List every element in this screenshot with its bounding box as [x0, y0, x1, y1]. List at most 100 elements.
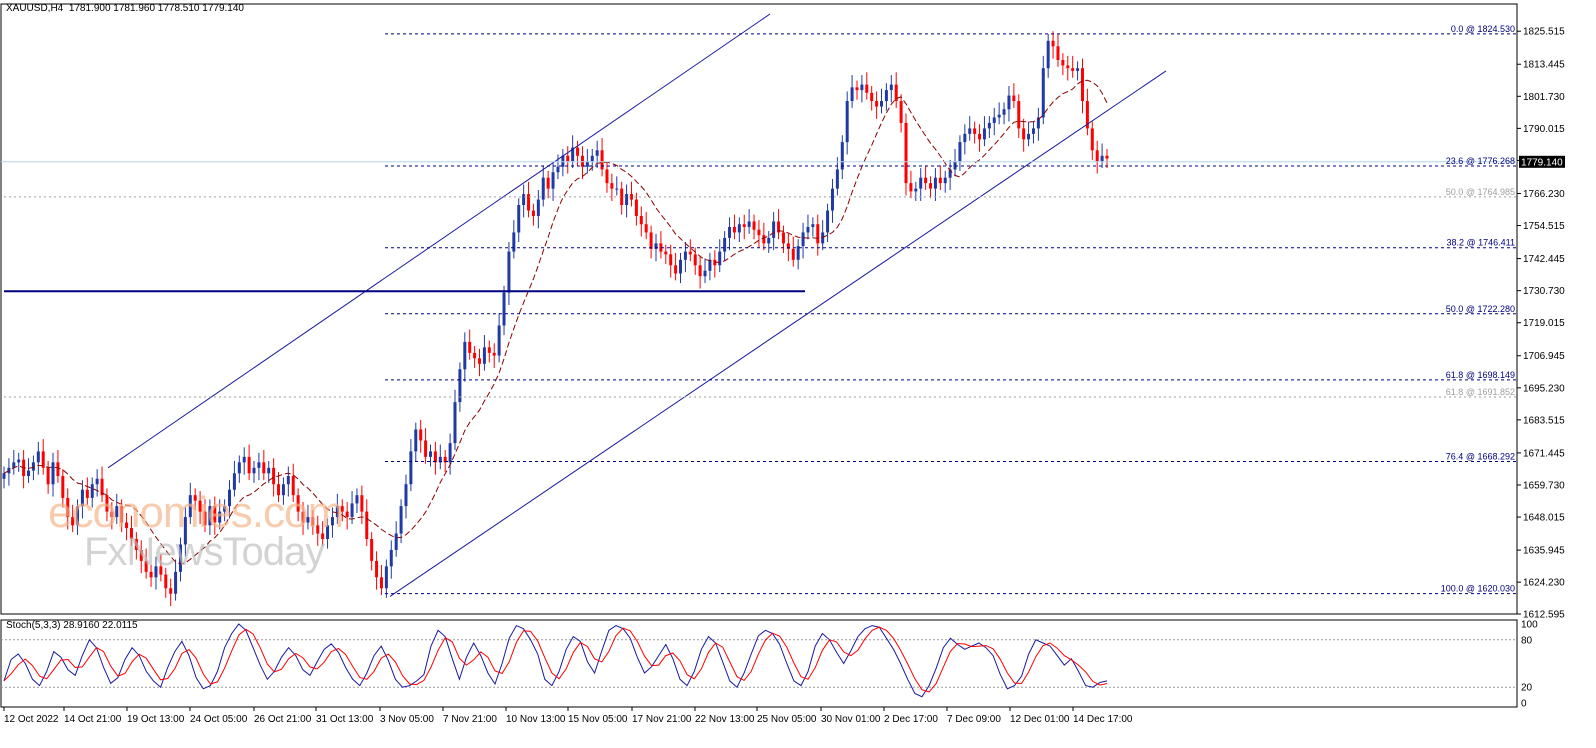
current-price-tag	[1519, 155, 1565, 168]
y-tick-label: 1659.730	[1523, 480, 1565, 491]
x-tick-label: 19 Oct 13:00	[127, 714, 185, 725]
candle-body	[909, 183, 913, 192]
candle-body	[296, 495, 300, 512]
candle-body	[31, 462, 35, 471]
candle-body	[478, 358, 482, 364]
candle-body	[595, 150, 599, 156]
candle-body	[698, 265, 702, 277]
symbol-label: XAUUSD,H4	[6, 3, 64, 14]
candle-body	[669, 254, 673, 266]
candle-body	[428, 451, 432, 457]
candle-body	[571, 147, 575, 162]
stoch-tick-label: 20	[1521, 683, 1533, 694]
candle-body	[1066, 65, 1070, 69]
candle-body	[242, 456, 246, 463]
chart-header: XAUUSD,H4 1781.900 1781.960 1778.510 177…	[6, 3, 244, 14]
candle-body	[747, 221, 751, 227]
candle-body	[757, 229, 761, 236]
candle-body	[213, 506, 217, 523]
candle-body	[144, 560, 148, 572]
candle-body	[732, 226, 736, 233]
candle-body	[365, 511, 369, 539]
candle-body	[326, 525, 330, 539]
candle-body	[914, 188, 918, 192]
candle-body	[71, 517, 75, 526]
x-tick-label: 3 Nov 05:00	[380, 714, 434, 725]
candle-body	[512, 232, 516, 252]
candle-body	[340, 506, 344, 512]
candle-body	[174, 571, 178, 594]
candle-body	[1022, 128, 1026, 140]
candle-body	[566, 155, 570, 162]
candle-body	[281, 484, 285, 496]
candle-body	[345, 511, 349, 518]
candle-body	[384, 566, 388, 589]
candle-body	[791, 248, 795, 260]
candle-body	[424, 440, 428, 457]
candle-body	[1027, 133, 1031, 140]
candle-body	[56, 462, 60, 477]
candle-body	[679, 259, 683, 274]
candle-body	[433, 451, 437, 463]
y-tick-label: 1648.015	[1523, 513, 1565, 524]
candle-body	[458, 369, 462, 403]
candle-body	[51, 462, 55, 485]
y-tick-label: 1719.015	[1523, 318, 1565, 329]
candle-body	[693, 254, 697, 266]
candle-body	[610, 183, 614, 189]
candle-body	[335, 506, 339, 518]
candle-body	[169, 588, 173, 594]
candle-body	[919, 177, 923, 189]
candle-body	[845, 101, 849, 143]
fib-level-label: 61.8 @ 1691.852	[1446, 387, 1515, 397]
candle-body	[1090, 128, 1094, 151]
candle-body	[889, 84, 893, 91]
candle-body	[987, 122, 991, 129]
candle-body	[1036, 117, 1040, 129]
candle-body	[330, 517, 334, 526]
candle-body	[394, 533, 398, 550]
x-tick-label: 7 Nov 21:00	[443, 714, 497, 725]
candle-body	[286, 476, 290, 485]
x-tick-label: 26 Oct 21:00	[254, 714, 312, 725]
candle-body	[208, 506, 212, 526]
candle-body	[576, 147, 580, 156]
candle-body	[139, 549, 143, 561]
fib-level-label: 50.0 @ 1722.280	[1446, 304, 1515, 314]
stoch-tick-label: 0	[1521, 699, 1527, 710]
candle-body	[203, 511, 207, 526]
candle-body	[943, 177, 947, 184]
candle-body	[522, 194, 526, 206]
candle-body	[399, 506, 403, 534]
candle-body	[453, 402, 457, 444]
y-tick-label: 1730.730	[1523, 286, 1565, 297]
candle-body	[409, 451, 413, 485]
y-tick-label: 1766.230	[1523, 189, 1565, 200]
candle-body	[188, 495, 192, 518]
candle-body	[473, 352, 477, 359]
y-tick-label: 1635.945	[1523, 546, 1565, 557]
candle-body	[620, 188, 624, 206]
candle-body	[850, 87, 854, 102]
candle-body	[953, 161, 957, 170]
candle-body	[66, 497, 70, 518]
candle-body	[786, 243, 790, 249]
candle-body	[154, 566, 158, 578]
candle-body	[683, 251, 687, 260]
y-tick-label: 1671.445	[1523, 448, 1565, 459]
candle-body	[531, 210, 535, 217]
candle-body	[443, 456, 447, 463]
candle-body	[321, 533, 325, 539]
channel-upper-line	[107, 13, 771, 469]
candle-body	[355, 495, 359, 504]
candle-body	[463, 341, 467, 370]
candle-body	[585, 161, 589, 167]
candle-body	[502, 292, 506, 326]
candle-body	[703, 270, 707, 277]
candle-body	[1002, 109, 1006, 115]
candle-body	[1017, 101, 1021, 129]
candle-body	[875, 101, 879, 107]
candle-body	[615, 188, 619, 190]
